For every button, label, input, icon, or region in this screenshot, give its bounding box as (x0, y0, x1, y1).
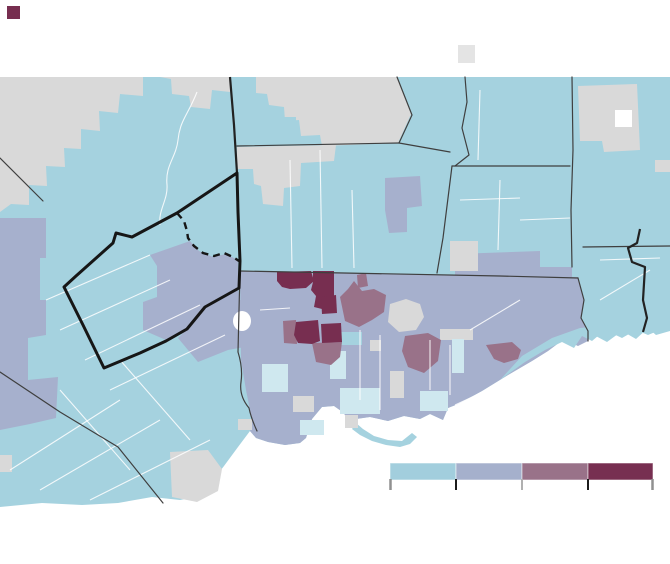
mauve-regions (283, 273, 521, 373)
legend-swatch-4 (587, 462, 654, 481)
tract-patches (262, 322, 670, 435)
no-data-regions (0, 77, 670, 502)
tract-boundaries (9, 89, 661, 501)
legend-swatch-2 (455, 462, 523, 481)
small-lake (233, 311, 251, 331)
east-boundary-zigzag (626, 228, 649, 333)
legend-swatch-1 (389, 462, 457, 481)
toronto-islands (352, 423, 417, 447)
highlight-outline (62, 171, 242, 370)
east-york-region (402, 333, 441, 373)
dark-cluster (277, 271, 342, 344)
central-gray-blob (388, 299, 424, 332)
highlighted-municipality (62, 171, 242, 370)
municipal-boundaries (0, 76, 670, 504)
dashed-boundary (176, 212, 240, 262)
legend (389, 462, 654, 490)
no-data-swatch (458, 45, 475, 63)
legend-swatch-3 (521, 462, 589, 481)
corner-square-marker (7, 6, 20, 19)
